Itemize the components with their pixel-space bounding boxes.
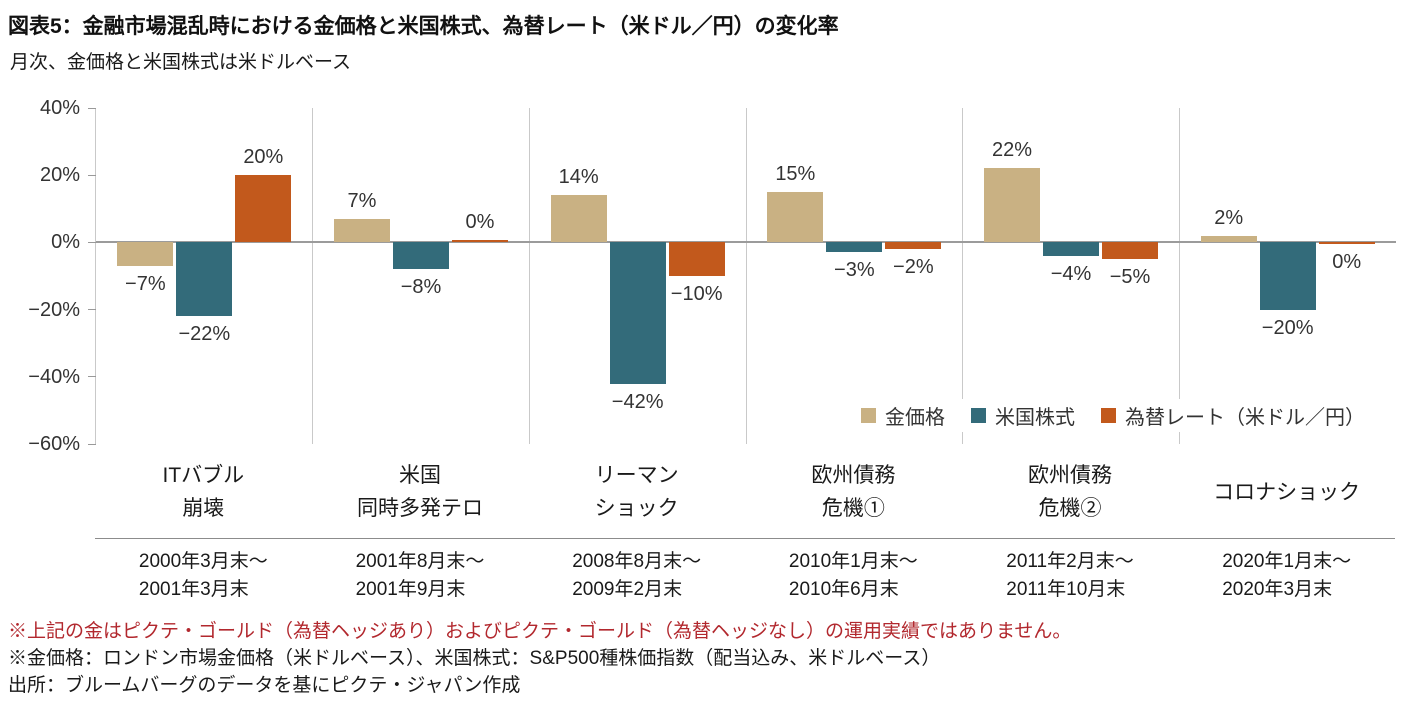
category-label: 欧州債務 危機② — [1027, 464, 1112, 520]
bar-value-label: −20% — [1261, 316, 1314, 339]
bar-us-equity — [609, 242, 666, 384]
bar-value-label: 0% — [465, 211, 495, 234]
bar-value-label: −22% — [178, 323, 231, 346]
group-separator — [528, 108, 530, 444]
y-tick-mark — [88, 376, 96, 378]
bar-chart: 40% 20% 0% −20% −40% −60% −7% 7% 14% 15% 22% 2% −22… — [0, 97, 1426, 455]
footnote-definitions: ※金価格：ロンドン市場金価格（米ドルベース）、米国株式：S&P500種株価指数（… — [8, 648, 941, 670]
y-tick-label: 0% — [51, 231, 80, 254]
bar-value-label: 0% — [1332, 251, 1362, 274]
period-cell: 2008年8月末～ 2009年2月末 — [528, 548, 745, 603]
bar-fx-rate — [452, 240, 508, 243]
period-label: 2010年1月末～ 2010年6月末 — [788, 551, 918, 600]
group-separator — [312, 108, 314, 444]
y-tick-label: −20% — [28, 298, 80, 321]
bar-value-label: 15% — [775, 163, 816, 185]
y-tick-mark — [88, 443, 96, 445]
bar-value-label: 7% — [347, 189, 377, 212]
bar-gold — [984, 168, 1040, 243]
y-tick-mark — [88, 107, 96, 109]
bar-value-label: −2% — [893, 256, 934, 279]
legend-swatch-us-equity — [971, 408, 986, 423]
period-label: 2000年3月末～ 2001年3月末 — [138, 551, 268, 600]
chart-subtitle: 月次、金価格と米国株式は米ドルベース — [10, 52, 352, 73]
bar-fx-rate — [668, 242, 725, 276]
bar-value-label: 22% — [991, 139, 1033, 162]
legend-item-fx-rate: 為替レート（米ドル／円） — [1101, 401, 1365, 430]
y-tick-label: −40% — [28, 365, 80, 388]
footnote-disclaimer: ※上記の金はピクテ・ゴールド（為替ヘッジあり）およびピクテ・ゴールド（為替ヘッジ… — [8, 621, 1072, 643]
bar-fx-rate — [1102, 242, 1158, 260]
period-label: 2008年8月末～ 2009年2月末 — [572, 551, 702, 600]
plot-area: −7% 7% 14% 15% 22% 2% −22% −8% −42% −3% −4% −20% 20%… — [88, 107, 1396, 445]
y-tick-mark — [88, 174, 96, 176]
bar-fx-rate — [1318, 242, 1375, 245]
bar-fx-rate — [235, 175, 292, 243]
chart-legend: 金価格 米国株式 為替レート（米ドル／円） — [857, 399, 1369, 432]
bar-value-label: −10% — [670, 283, 723, 305]
bar-fx-rate — [885, 242, 942, 250]
bar-gold — [767, 192, 824, 243]
bar-gold — [550, 195, 607, 243]
y-tick-label: −60% — [28, 433, 80, 455]
bar-value-label: −4% — [1050, 262, 1092, 285]
group-separator — [1178, 108, 1180, 444]
y-tick-label: 40% — [39, 97, 80, 119]
bar-value-label: −8% — [400, 276, 442, 299]
y-tick-mark — [88, 309, 96, 311]
category-label: 欧州債務 危機① — [811, 464, 896, 520]
period-label: 2011年2月末～ 2011年10月末 — [1006, 551, 1134, 600]
category-label: ITバブル 崩壊 — [162, 464, 245, 520]
legend-item-us-equity: 米国株式 — [971, 401, 1075, 430]
bar-value-label: −7% — [125, 272, 166, 295]
bar-us-equity — [393, 242, 449, 270]
legend-swatch-fx-rate — [1101, 408, 1116, 423]
bar-gold — [334, 218, 390, 243]
footnotes: ※上記の金はピクテ・ゴールド（為替ヘッジあり）およびピクテ・ゴールド（為替ヘッジ… — [8, 619, 1426, 700]
legend-label-gold: 金価格 — [885, 407, 945, 429]
period-cell: 2010年1月末～ 2010年6月末 — [745, 548, 962, 603]
bar-us-equity — [1259, 242, 1316, 310]
chart-page: 図表5：金融市場混乱時における金価格と米国株式、為替レート（米ドル／円）の変化率… — [0, 10, 1426, 700]
group-separator — [962, 108, 964, 444]
category-label: リーマン ショック — [594, 464, 679, 520]
bar-value-label: 20% — [243, 146, 284, 169]
bar-value-label: −5% — [1109, 266, 1151, 289]
legend-label-fx-rate: 為替レート（米ドル／円） — [1125, 407, 1365, 429]
bar-value-label: 2% — [1214, 206, 1244, 229]
bar-value-label: −3% — [834, 259, 875, 282]
period-label: 2020年1月末～ 2020年3月末 — [1222, 551, 1352, 600]
bar-us-equity — [176, 242, 233, 317]
period-cell: 2001年8月末～ 2001年9月末 — [312, 548, 529, 603]
bar-value-label: 14% — [558, 166, 599, 189]
legend-label-us-equity: 米国株式 — [995, 407, 1075, 429]
legend-swatch-gold — [861, 408, 876, 423]
category-label: 米国 同時多発テロ — [356, 464, 483, 520]
footnote-source: 出所：ブルームバーグのデータを基にピクテ・ジャパン作成 — [8, 675, 521, 697]
y-axis: 40% 20% 0% −20% −40% −60% — [0, 97, 88, 455]
group-separator — [745, 108, 747, 444]
period-label: 2001年8月末～ 2001年9月末 — [355, 551, 485, 600]
y-tick-mark — [88, 241, 96, 243]
period-cell: 2011年2月末～ 2011年10月末 — [962, 548, 1179, 603]
period-row: 2000年3月末～ 2001年3月末 2001年8月末～ 2001年9月末 2008… — [95, 548, 1395, 603]
period-cell: 2000年3月末～ 2001年3月末 — [95, 548, 312, 603]
bar-value-label: −42% — [611, 390, 664, 413]
page-title: 図表5：金融市場混乱時における金価格と米国株式、為替レート（米ドル／円）の変化率 — [8, 15, 839, 38]
zero-axis-line — [96, 241, 1396, 244]
category-row: ITバブル 崩壊 米国 同時多発テロ リーマン ショック 欧州債務 危機① 欧州債務 危… — [95, 460, 1395, 526]
bar-us-equity — [826, 242, 883, 253]
legend-item-gold: 金価格 — [861, 401, 945, 430]
category-label: コロナショック — [1213, 480, 1361, 504]
period-cell: 2020年1月末～ 2020年3月末 — [1178, 548, 1395, 603]
bar-us-equity — [1043, 242, 1099, 256]
bar-gold — [1200, 235, 1257, 243]
y-tick-label: 20% — [39, 164, 80, 187]
table-divider — [95, 538, 1395, 539]
bar-gold — [117, 242, 174, 266]
